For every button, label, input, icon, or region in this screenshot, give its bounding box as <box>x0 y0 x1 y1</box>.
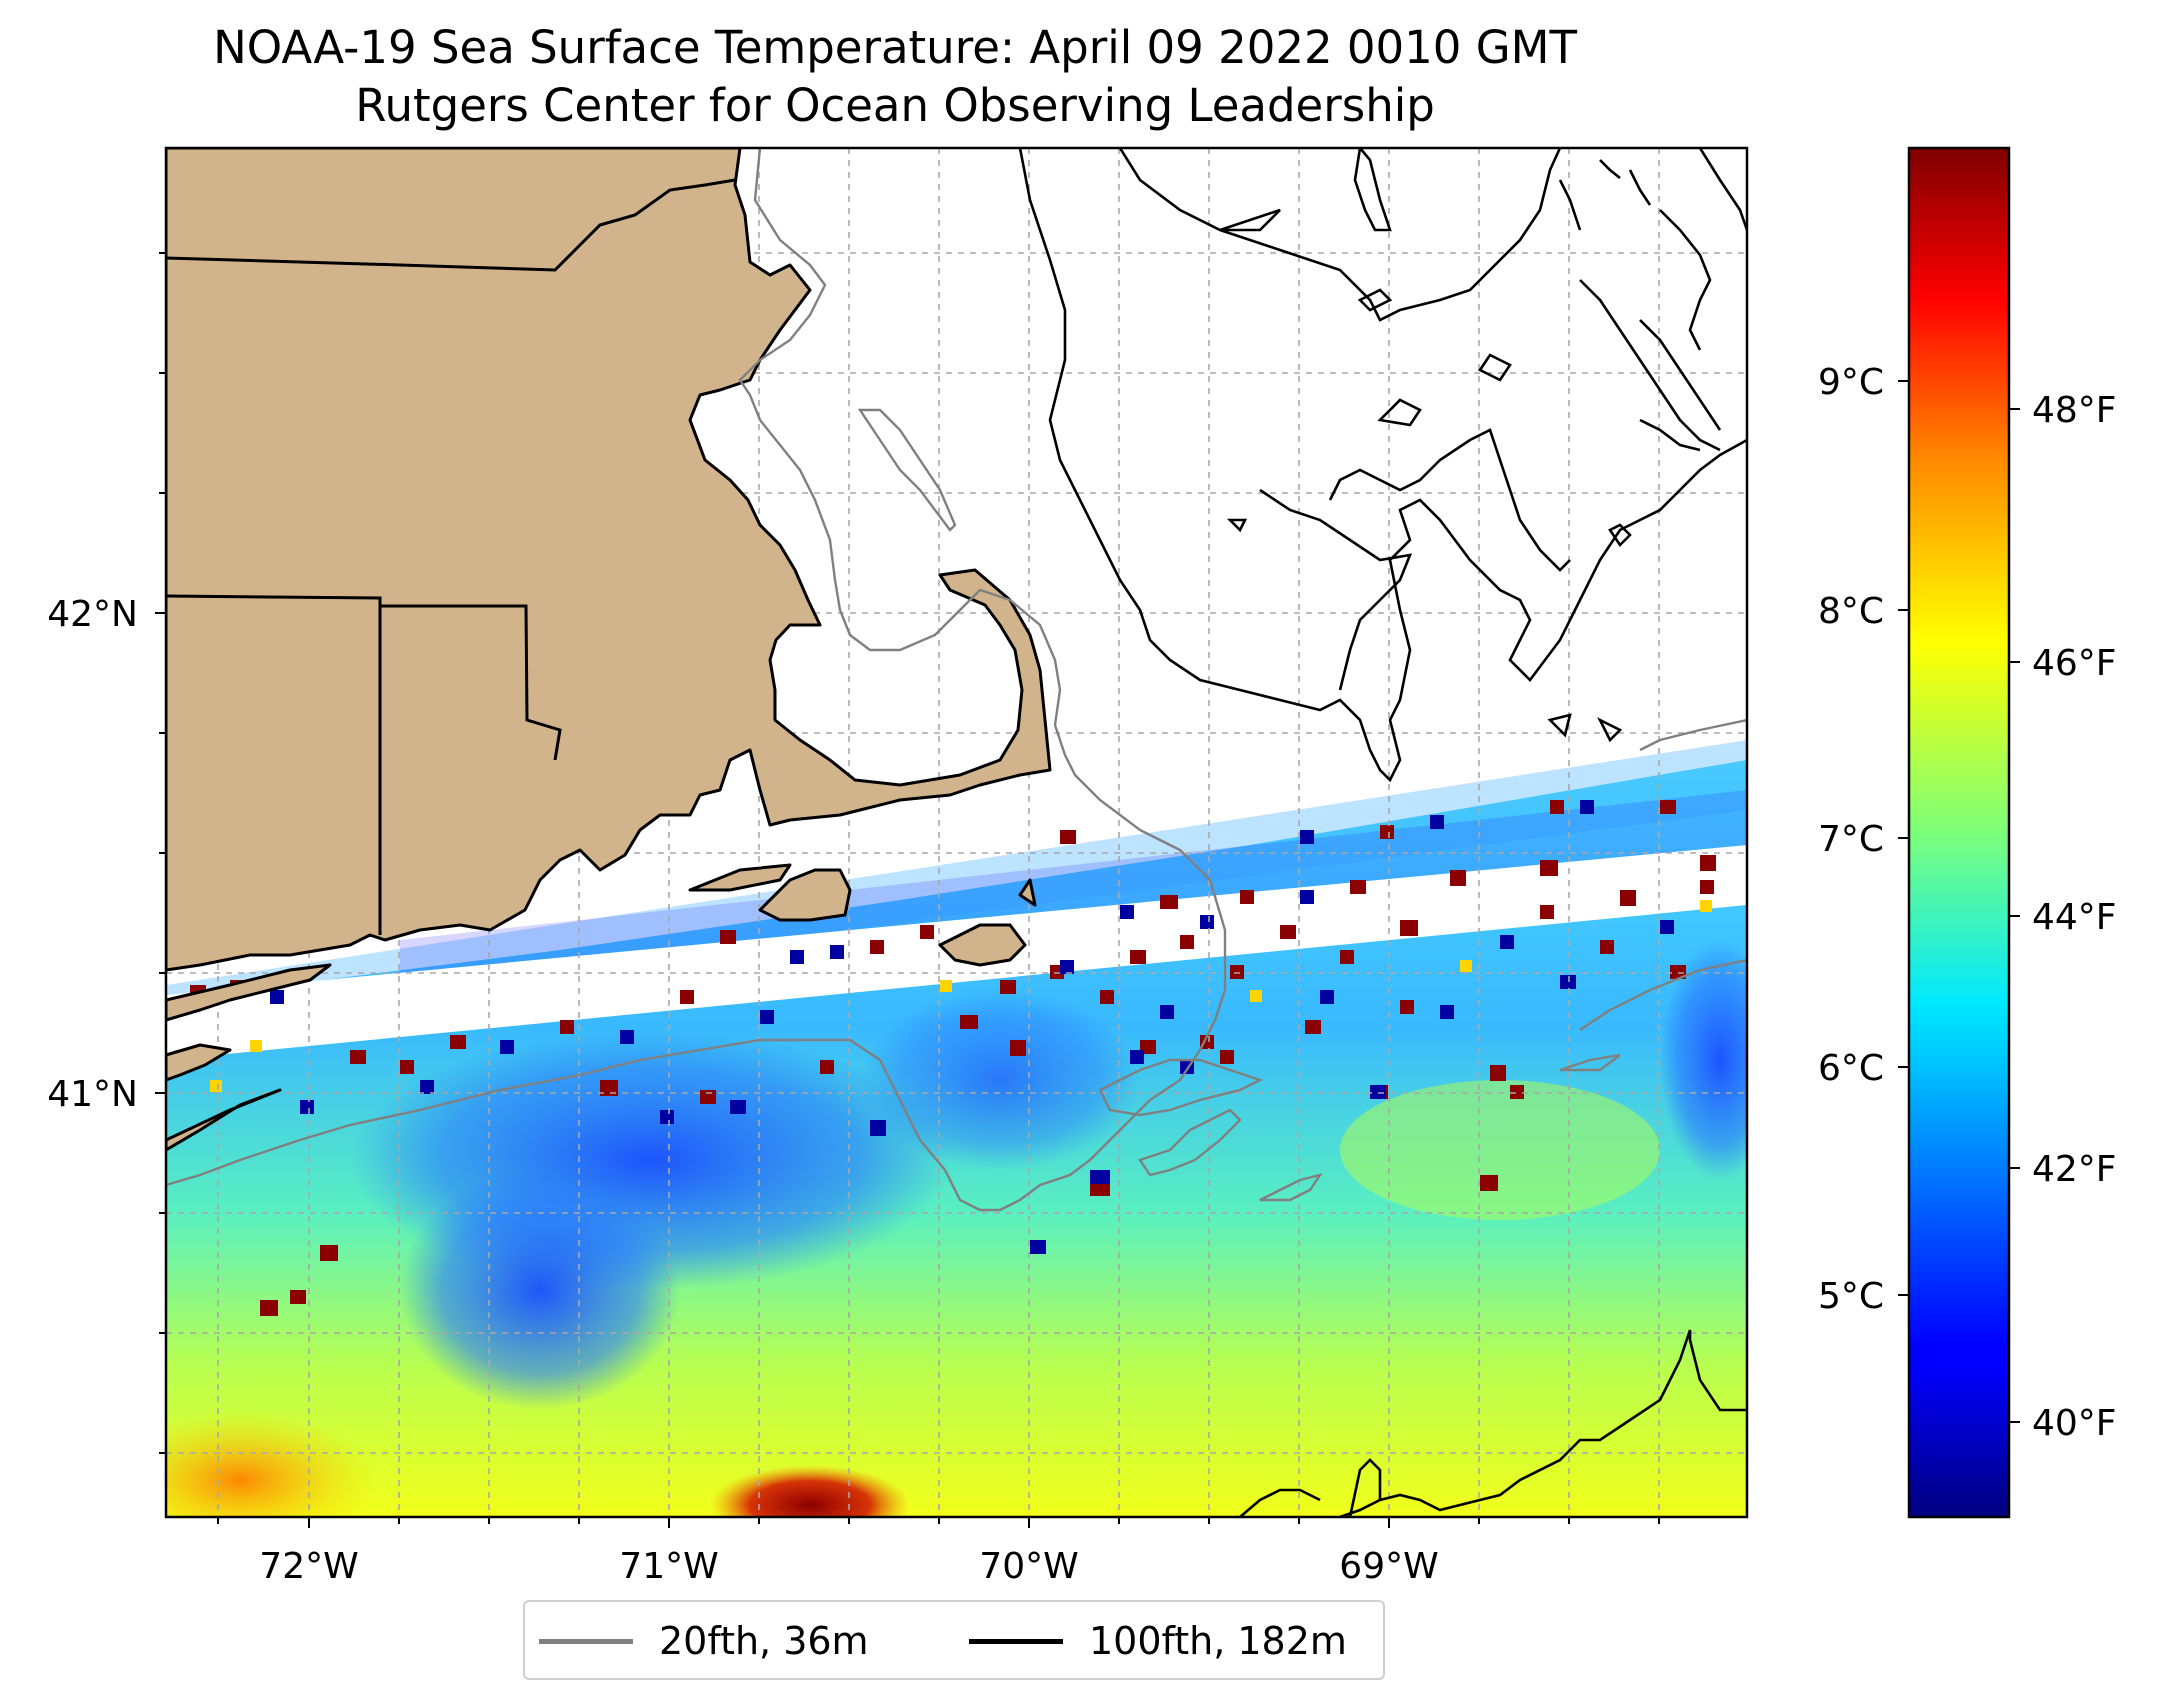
map-title: NOAA-19 Sea Surface Temperature: April 0… <box>213 21 1577 74</box>
land <box>166 148 1052 1152</box>
noise-pixels <box>175 800 1716 1316</box>
lat-tick-label: 41°N <box>47 1074 138 1115</box>
legend-line-black <box>969 1638 1063 1644</box>
isobath-100fth <box>1018 148 1747 1517</box>
lat-tick-label: 42°N <box>47 594 138 635</box>
colorbar-celsius-label: 5°C <box>1818 1276 1884 1317</box>
lon-tick-label: 71°W <box>619 1546 718 1587</box>
lon-tick-marks <box>217 1517 1660 1528</box>
colorbar-fahrenheit-label: 40°F <box>2032 1403 2117 1444</box>
colorbar-celsius-label: 7°C <box>1818 819 1884 860</box>
colorbar-fahrenheit-label: 42°F <box>2032 1149 2117 1190</box>
map-subtitle: Rutgers Center for Ocean Observing Leade… <box>355 79 1435 132</box>
map-area <box>166 148 1747 1517</box>
lat-tick-marks <box>155 252 166 1454</box>
legend-label: 20fth, 36m <box>659 1619 869 1663</box>
colorbar-celsius-label: 9°C <box>1818 362 1884 403</box>
sst-field <box>166 735 1747 1517</box>
lon-tick-label: 72°W <box>259 1546 358 1587</box>
isobath-20fth <box>166 148 1747 1212</box>
legend-label: 100fth, 182m <box>1089 1619 1347 1663</box>
colorbar-celsius-label: 8°C <box>1818 591 1884 632</box>
lon-tick-label: 70°W <box>979 1546 1078 1587</box>
colorbar-fahrenheit-label: 44°F <box>2032 897 2117 938</box>
legend: 20fth, 36m 100fth, 182m <box>523 1600 1385 1680</box>
state-borders <box>166 178 736 935</box>
colorbar-gradient <box>1909 148 2009 1517</box>
map-frame <box>164 146 1749 1519</box>
colorbar-fahrenheit-label: 46°F <box>2032 643 2117 684</box>
legend-item-20fth: 20fth, 36m <box>539 1618 869 1664</box>
colorbar-fahrenheit-label: 48°F <box>2032 390 2117 431</box>
lon-tick-label: 69°W <box>1339 1546 1438 1587</box>
colorbar: 9°C 8°C 7°C 6°C 5°C 48°F 46°F 44°F 42°F … <box>1818 146 2117 1519</box>
colorbar-frame <box>1907 146 2011 1519</box>
colorbar-celsius-label: 6°C <box>1818 1048 1884 1089</box>
legend-item-100fth: 100fth, 182m <box>969 1618 1347 1664</box>
legend-line-grey <box>539 1638 633 1644</box>
